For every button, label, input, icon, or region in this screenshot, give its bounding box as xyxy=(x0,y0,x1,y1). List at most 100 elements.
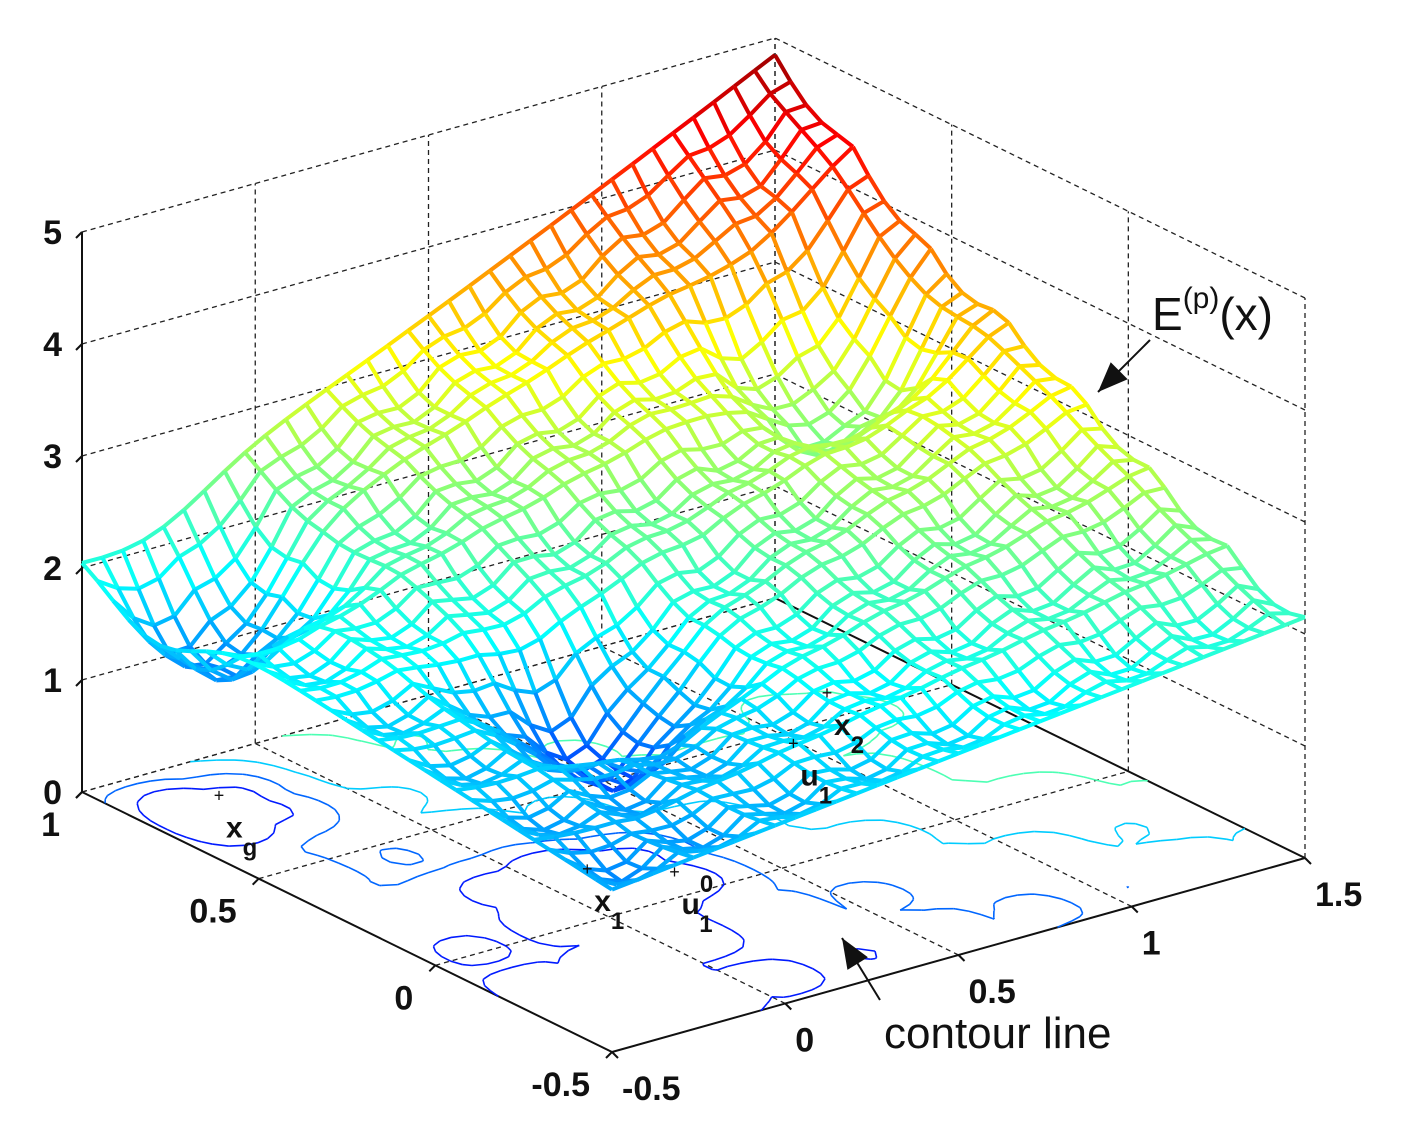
mesh-edge xyxy=(945,658,963,670)
mesh-edge xyxy=(80,561,100,583)
mesh-edge xyxy=(476,780,498,790)
mesh-edge xyxy=(328,637,353,664)
mesh-edge xyxy=(675,798,694,816)
contour-segment xyxy=(723,856,735,862)
contour-segment xyxy=(357,739,362,742)
mesh-edge xyxy=(459,445,483,463)
mesh-edge xyxy=(390,622,413,640)
mesh-edge xyxy=(1133,561,1152,574)
contour-segment xyxy=(318,799,329,806)
contour-segment xyxy=(315,834,319,837)
mesh-edge xyxy=(473,681,496,693)
mesh-edge xyxy=(377,735,399,743)
mesh-edge xyxy=(353,550,371,562)
contour-segment xyxy=(819,972,826,979)
mesh-edge xyxy=(81,555,103,565)
mesh-edge xyxy=(709,262,732,278)
mesh-edge xyxy=(239,628,264,656)
mesh-edge xyxy=(829,505,854,529)
contour-segment xyxy=(107,789,116,797)
mesh-edge xyxy=(1222,565,1243,572)
contour-segment xyxy=(772,881,776,885)
mesh-edge xyxy=(668,283,691,297)
mesh-edge xyxy=(785,249,809,274)
mesh-edge xyxy=(847,173,870,191)
mesh-edge xyxy=(838,724,857,745)
mesh-edge xyxy=(844,436,867,450)
mesh-edge xyxy=(660,551,680,575)
mesh-edge xyxy=(635,582,660,609)
mesh-edge xyxy=(458,717,477,733)
mesh-edge xyxy=(790,626,814,643)
mesh-edge xyxy=(738,617,758,635)
mesh-edge xyxy=(484,406,504,428)
mesh-edge xyxy=(341,393,364,409)
mesh-edge xyxy=(433,736,456,748)
mesh-edge xyxy=(404,544,427,558)
mesh-edge xyxy=(972,694,995,708)
mesh-edge xyxy=(869,757,888,771)
mesh-edge xyxy=(501,517,521,540)
mesh-edge xyxy=(417,391,436,409)
mesh-edge xyxy=(862,212,881,238)
mesh-edge xyxy=(1055,485,1074,500)
mesh-edge xyxy=(1071,479,1095,500)
mesh-edge xyxy=(438,717,461,729)
mesh-edge xyxy=(788,444,811,459)
contour-segment xyxy=(1048,895,1062,900)
mesh-edge xyxy=(591,318,610,332)
mesh-edge xyxy=(433,405,451,417)
mesh-edge xyxy=(447,299,467,330)
mesh-edge xyxy=(450,502,469,518)
mesh-edge xyxy=(621,730,640,745)
z-tick-label: 1 xyxy=(43,662,62,700)
mesh-edge xyxy=(884,378,902,393)
mesh-edge xyxy=(357,525,376,543)
contour-segment xyxy=(712,968,718,971)
contour-segment xyxy=(992,904,996,911)
mesh-edge xyxy=(937,751,960,764)
mesh-edge xyxy=(368,557,387,568)
mesh-edge xyxy=(840,462,862,469)
mesh-edge xyxy=(743,593,762,610)
mesh-edge xyxy=(903,589,926,604)
mesh-edge xyxy=(549,208,573,228)
mesh-edge xyxy=(1142,491,1162,511)
mesh-edge xyxy=(731,792,750,808)
contour-segment xyxy=(421,859,425,862)
mesh-edge xyxy=(976,680,995,698)
mesh-edge xyxy=(516,767,539,779)
mesh-edge xyxy=(1084,679,1107,695)
mesh-edge xyxy=(406,329,426,352)
mesh-edge xyxy=(343,586,367,608)
mesh-edge xyxy=(432,381,457,409)
contour-segment xyxy=(510,929,520,936)
mesh-edge xyxy=(448,393,472,417)
mesh-edge xyxy=(888,661,912,685)
contour-segment xyxy=(191,787,204,791)
mesh-edge xyxy=(1036,586,1055,605)
contour-segment xyxy=(718,884,725,892)
contour-segment xyxy=(300,840,309,847)
mesh-edge xyxy=(703,623,722,638)
contour-segment xyxy=(381,883,398,887)
mesh-edge xyxy=(1030,507,1049,523)
mesh-edge xyxy=(969,541,992,556)
contour-segment xyxy=(885,882,893,886)
mesh-edge xyxy=(732,467,755,482)
mesh-edge xyxy=(689,401,708,418)
mesh-edge xyxy=(1036,568,1060,590)
mesh-edge xyxy=(613,762,636,776)
mesh-edge xyxy=(297,611,315,621)
mesh-edge xyxy=(759,340,780,378)
mesh-edge xyxy=(951,704,975,727)
mesh-edge xyxy=(651,131,675,151)
mesh-edge xyxy=(318,624,336,634)
contour-segment xyxy=(439,936,452,942)
mesh-edge xyxy=(661,844,679,855)
mesh-edge xyxy=(275,474,298,492)
mesh-edge xyxy=(497,653,517,692)
mesh-edge xyxy=(954,532,977,547)
mesh-edge xyxy=(873,649,897,672)
mesh-edge xyxy=(659,783,683,805)
